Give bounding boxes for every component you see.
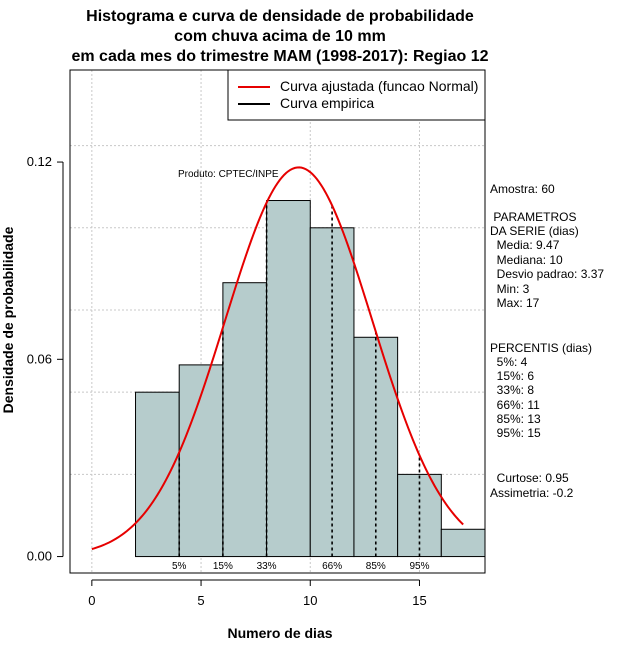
stat-p95: 95%: 15 <box>490 426 541 440</box>
stat-max: Max: 17 <box>490 296 540 310</box>
stat-assimetria: Assimetria: -0.2 <box>490 486 574 500</box>
chart-title-line-1: Histograma e curva de densidade de proba… <box>86 8 474 25</box>
stat-p85: 85%: 13 <box>490 412 541 426</box>
stat-p66: 66%: 11 <box>490 398 540 412</box>
y-tick-label: 0.00 <box>27 549 52 564</box>
stat-desvio: Desvio padrao: 3.37 <box>490 267 605 281</box>
percentile-label: 66% <box>322 561 342 572</box>
x-tick-label: 15 <box>412 593 426 608</box>
stat-amostra: Amostra: 60 <box>490 182 555 196</box>
histogram-bar <box>266 200 311 558</box>
stat-parametros-subtitle: DA SERIE (dias) <box>490 224 579 238</box>
stat-percentis-title: PERCENTIS (dias) <box>490 341 593 355</box>
percentile-label: 95% <box>409 561 429 572</box>
stat-media: Media: 9.47 <box>490 238 560 252</box>
stat-curtose: Curtose: 0.95 <box>490 471 569 485</box>
legend-label-fitted: Curva ajustada (funcao Normal) <box>280 78 478 94</box>
percentile-label: 85% <box>366 561 386 572</box>
x-tick-label: 5 <box>197 593 204 608</box>
stat-min: Min: 3 <box>490 282 530 296</box>
x-tick-label: 0 <box>88 593 95 608</box>
percentile-label: 33% <box>257 561 277 572</box>
stat-p5: 5%: 4 <box>490 355 528 369</box>
stat-parametros-title: PARAMETROS <box>490 210 577 224</box>
percentile-label: 5% <box>172 561 187 572</box>
chart-title-line-2: com chuva acima de 10 mm <box>174 28 386 45</box>
product-annotation: Produto: CPTEC/INPE <box>178 169 279 180</box>
fitted-normal-curve <box>91 166 464 551</box>
x-axis-label: Numero de dias <box>227 625 333 641</box>
stat-p15: 15%: 6 <box>490 369 535 383</box>
histogram-bar <box>222 282 268 558</box>
histogram-bar <box>135 391 180 558</box>
percentile-label: 15% <box>213 561 233 572</box>
legend-label-empirical: Curva empirica <box>280 95 374 111</box>
y-tick-label: 0.12 <box>27 154 52 169</box>
y-axis-label: Densidade de probabilidade <box>0 226 16 414</box>
stat-p33: 33%: 8 <box>490 383 535 397</box>
histogram-bar <box>440 528 486 558</box>
y-tick-label: 0.06 <box>27 351 52 366</box>
legend-box <box>227 69 486 121</box>
x-tick-label: 10 <box>303 593 317 608</box>
chart-title-line-3: em cada mes do trimestre MAM (1998-2017)… <box>71 48 489 65</box>
stat-mediana: Mediana: 10 <box>490 253 563 267</box>
